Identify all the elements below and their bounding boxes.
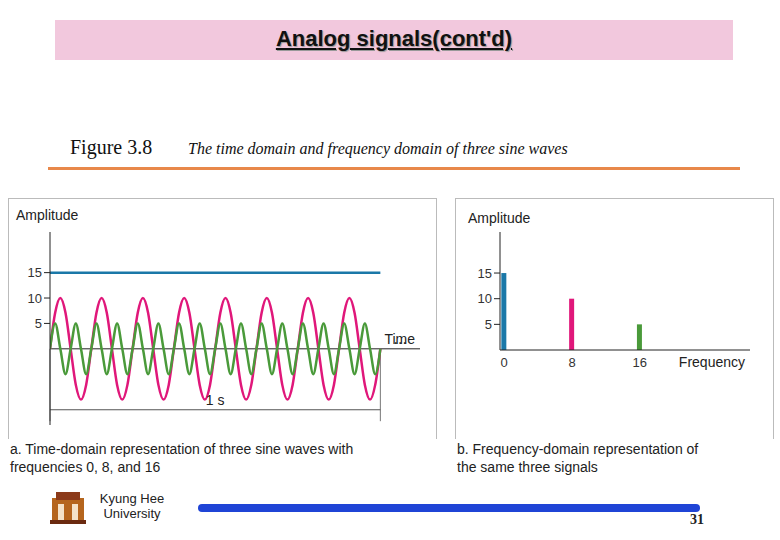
html-text:The time domain and frequency: The time domain and frequency domain of …: [188, 140, 568, 157]
html-text:Kyung Hee: Kyung Hee: [99, 491, 165, 506]
svg-text:...: ...: [394, 330, 407, 347]
html-text:Figure 3.8: Figure 3.8: [70, 136, 153, 158]
html-text:b. Frequency-domain representa: b. Frequency-domain representation of: [457, 441, 699, 457]
svg-text:5: 5: [35, 316, 42, 331]
html-text:Amplitude: Amplitude: [16, 207, 79, 223]
svg-text:5: 5: [485, 317, 492, 332]
svg-text:10: 10: [478, 291, 492, 306]
svg-text:8: 8: [568, 355, 575, 370]
svg-text:0: 0: [501, 355, 508, 370]
svg-text:1 s: 1 s: [206, 392, 225, 408]
html-text:a. Time-domain representation: a. Time-domain representation of three s…: [10, 441, 354, 457]
svg-text:10: 10: [28, 291, 42, 306]
html-text:Analog signals(cont'd): Analog signals(cont'd): [275, 26, 513, 51]
html-text:31: 31: [690, 512, 704, 527]
svg-text:15: 15: [28, 265, 42, 280]
html-text:frequencies 0, 8, and 16: frequencies 0, 8, and 16: [10, 459, 161, 475]
svg-text:15: 15: [478, 266, 492, 281]
html-text:Amplitude: Amplitude: [468, 210, 531, 226]
svg-text:Time: Time: [384, 331, 415, 347]
svg-text:Frequency: Frequency: [679, 354, 745, 370]
html-text:University: University: [103, 506, 161, 521]
svg-text:16: 16: [633, 355, 647, 370]
html-text:the same three signals: the same three signals: [457, 459, 598, 475]
